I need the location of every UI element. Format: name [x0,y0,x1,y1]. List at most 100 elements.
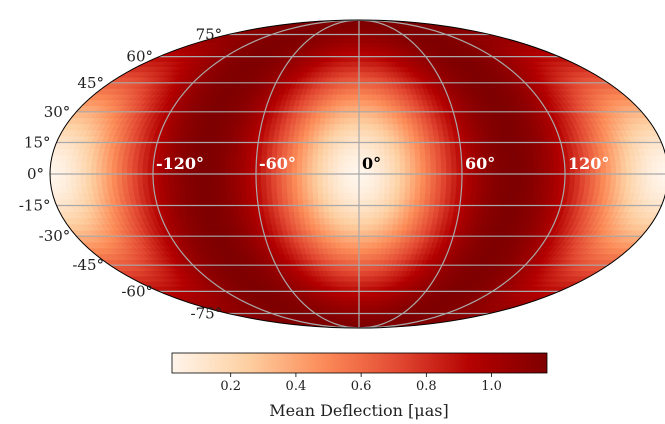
heatmap-cell [339,235,346,243]
heatmap-cell [307,180,314,187]
heatmap-cell [173,173,180,181]
heatmap-cell [487,173,494,181]
heatmap-cell [378,205,385,213]
heatmap-cell [286,173,293,181]
heatmap-cell [450,148,457,156]
heatmap-cell [621,173,628,181]
heatmap-cell [553,161,561,168]
heatmap-cell [348,129,355,137]
heatmap-cell [358,123,365,131]
heatmap-cell [373,142,380,150]
heatmap-cell [348,167,355,175]
heatmap-cell [334,229,341,237]
heatmap-cell [450,192,457,200]
heatmap-cell [377,235,383,243]
heatmap-cell [214,167,221,175]
heatmap-cell [367,99,374,107]
heatmap-cell [334,111,341,119]
heatmap-cell [96,180,103,187]
heatmap-cell [441,173,447,181]
heatmap-cell [291,180,298,187]
heatmap-cell [328,198,335,206]
heatmap-cell [230,186,237,194]
heatmap-cell [354,253,360,260]
heatmap-cell [353,180,360,187]
heatmap-cell [302,198,309,206]
heatmap-cell [569,173,576,181]
heatmap-cell [80,173,87,181]
heatmap-cell [354,241,360,249]
heatmap-cell [245,161,252,168]
heatmap-cell [338,217,345,225]
heatmap-cell [317,180,324,187]
heatmap-cell [358,247,364,255]
heatmap-cell [528,167,535,175]
heatmap-cell [334,117,341,125]
heatmap-cell [348,198,355,206]
heatmap-cell [193,173,200,181]
heatmap-cell [343,129,350,137]
heatmap-cell [343,192,350,200]
heatmap-cell [265,173,272,181]
heatmap-cell [287,142,294,150]
heatmap-cell [308,205,315,213]
heatmap-cell [343,167,350,175]
heatmap-cell [298,129,306,137]
heatmap-cell [96,167,103,175]
heatmap-cell [314,223,321,231]
heatmap-cell [368,117,374,125]
heatmap-cell [341,259,347,266]
heatmap-cell [225,186,232,194]
heatmap-cell [419,142,426,150]
heatmap-cell [309,123,316,131]
heatmap-cell [75,173,82,181]
heatmap-cell [348,161,355,168]
heatmap-cell [445,186,452,194]
heatmap-cell [323,142,330,150]
heatmap-cell [339,223,345,231]
heatmap-cell [317,148,324,156]
heatmap-cell [292,198,299,206]
heatmap-cell [308,211,315,219]
heatmap-cell [338,123,345,131]
heatmap-cell [378,129,385,137]
heatmap-cell [225,154,232,162]
heatmap-cell [296,173,303,181]
heatmap-cell [338,129,345,137]
heatmap-cell [429,198,436,206]
heatmap-cell [325,229,332,237]
heatmap-cell [363,247,369,255]
heatmap-cell [506,186,514,194]
heatmap-cell [435,154,442,162]
heatmap-cell [312,148,319,156]
heatmap-cell [533,180,540,187]
heatmap-cell [80,167,87,175]
heatmap-cell [507,161,514,168]
heatmap-cell [322,192,329,200]
heatmap-cell [372,241,378,249]
heatmap-cell [429,192,436,200]
heatmap-cell [307,192,314,200]
heatmap-cell [349,253,356,260]
heatmap-cell [399,192,406,200]
heatmap-cell [329,229,336,237]
heatmap-cell [388,129,395,137]
heatmap-cell [430,173,437,181]
heatmap-cell [657,167,664,175]
heatmap-cell [389,154,396,162]
heatmap-cell [297,148,304,156]
heatmap-cell [394,161,401,168]
heatmap-cell [327,161,334,168]
heatmap-cell [328,135,335,143]
heatmap-cell [312,154,319,162]
heatmap-cell [363,205,370,213]
heatmap-cell [343,211,350,219]
heatmap-cell [377,105,383,113]
heatmap-cell [327,186,334,194]
heatmap-cell [419,148,426,156]
heatmap-cell [348,186,355,194]
heatmap-cell [334,123,340,131]
heatmap-cell [322,154,329,162]
heatmap-cell [224,167,231,175]
heatmap-cell [358,186,365,194]
